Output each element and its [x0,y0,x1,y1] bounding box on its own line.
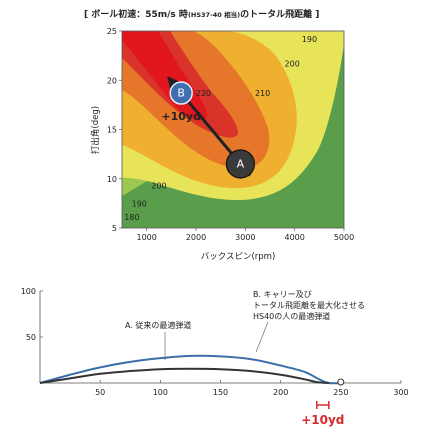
contour-x-tick-label: 2000 [186,233,206,242]
traj-x-tick-label: 300 [393,388,408,397]
contour-level-label: 200 [285,60,300,69]
contour-chart-title: [ ボール初速：55m/s 時(HS37-40 相当)のトータル飛距離 ] [84,7,384,20]
contour-level-label: 210 [255,89,270,98]
contour-labels: 190 200 210 220 200 190 180 [124,35,317,222]
annotation-b-leader [255,321,269,353]
contour-level-label: 200 [151,182,166,191]
contour-fill-area [122,31,344,228]
gain-label: +10yd [301,413,344,427]
title-open: [ ボール初速：55m/s 時 [84,10,188,20]
contour-y-ticks: 5 10 15 20 25 [107,27,122,233]
landing-point-b [337,378,345,386]
traj-y-tick-label: 100 [21,287,36,296]
contour-y-tick-label: 10 [107,175,117,184]
traj-y-ticks: 100 50 [21,287,43,342]
annotation-a: A. 従来の最適弾道 [125,320,191,330]
contour-x-axis-label: バックスピン(rpm) [201,252,276,262]
contour-level-label: 190 [302,35,317,44]
contour-x-tick-label: 4000 [284,233,304,242]
gain-range-marker [316,401,330,409]
contour-y-tick-label: 5 [112,224,117,233]
contour-x-ticks: 1000 2000 3000 4000 5000 [136,228,354,242]
traj-x-tick-label: 250 [333,388,348,397]
annotation-b-line-2: トータル飛距離を最大化させる [253,300,365,310]
contour-y-axis-label: 打出角(deg) [90,106,101,154]
annotation-b-line-3: HS40の人の最適弾道 [253,311,330,321]
contour-y-tick-label: 20 [107,76,117,85]
title-note: (HS37-40 相当) [187,11,241,19]
traj-x-tick-label: 150 [213,388,228,397]
contour-level-label: 220 [196,89,211,98]
contour-chart: 190 200 210 220 200 190 180 1000 2000 3000 4000 50… [90,27,354,262]
traj-y-tick-label: 50 [26,333,36,342]
point-b-label: B [177,87,185,100]
trajectory-b-line [39,354,341,385]
contour-level-label: 180 [124,213,139,222]
contour-level-label: 190 [132,199,147,208]
annotation-b-line-1: B. キャリー及び [253,290,312,299]
point-a-marker: A [225,149,255,179]
traj-x-ticks: 50 100 150 200 250 300 [95,380,409,397]
contour-x-tick-label: 3000 [235,233,255,242]
improvement-arrow-label: +10yd [161,110,201,123]
point-a-label: A [237,157,245,170]
traj-x-tick-label: 50 [95,388,105,397]
title-close: のトータル飛距離 ] [240,10,320,20]
point-b-marker: B [169,81,193,105]
contour-x-tick-label: 1000 [136,233,156,242]
trajectory-a-line [39,367,329,384]
contour-y-tick-label: 25 [107,27,117,36]
trajectory-chart: 50 100 150 200 250 300 100 50 A. 従来の最適弾道 B. キャ… [21,287,409,427]
contour-y-tick-label: 15 [107,126,117,135]
contour-x-tick-label: 5000 [334,233,354,242]
traj-x-tick-label: 100 [153,388,168,397]
traj-x-tick-label: 200 [273,388,288,397]
